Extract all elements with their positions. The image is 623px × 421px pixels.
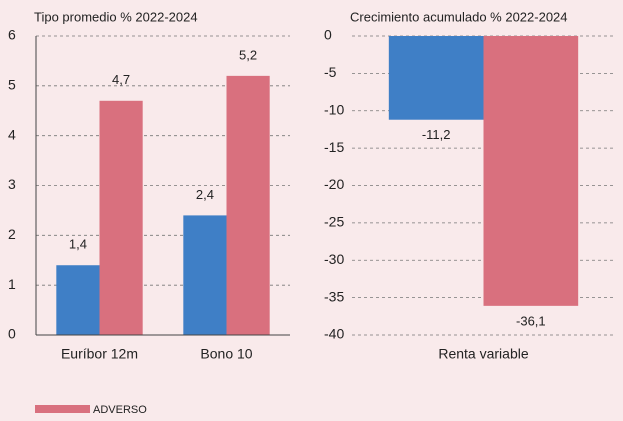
x-tick-label: Euríbor 12m	[61, 346, 138, 362]
y-tick-label: -15	[324, 139, 344, 155]
bar	[388, 36, 484, 120]
legend-label: ADVERSO	[93, 404, 147, 416]
y-tick-label: 1	[8, 276, 16, 292]
x-tick-label: Bono 10	[200, 346, 252, 362]
y-tick-label: -5	[324, 64, 337, 80]
bar	[99, 100, 143, 336]
y-tick-label: 5	[8, 77, 16, 93]
chart-title: Crecimiento acumulado % 2022-2024	[350, 9, 568, 24]
y-tick-label: 0	[324, 27, 332, 43]
data-label: 2,4	[196, 187, 214, 202]
y-tick-label: 6	[8, 27, 16, 43]
y-tick-label: 2	[8, 226, 16, 242]
data-label: -11,2	[422, 127, 451, 142]
y-tick-label: -25	[324, 214, 344, 230]
bar	[56, 265, 100, 335]
bar	[226, 75, 270, 335]
y-tick-label: 0	[8, 326, 16, 342]
y-tick-label: 3	[8, 176, 16, 192]
data-label: 1,4	[69, 237, 87, 252]
bar	[483, 36, 579, 306]
y-tick-label: -30	[324, 251, 344, 267]
data-label: 5,2	[239, 47, 257, 62]
y-tick-label: -20	[324, 176, 344, 192]
y-tick-label: -35	[324, 288, 344, 304]
bar	[183, 215, 227, 335]
x-tick-label: Renta variable	[438, 346, 528, 362]
data-label: 4,7	[112, 72, 130, 87]
legend-swatch	[35, 405, 90, 413]
y-tick-label: -10	[324, 101, 344, 117]
y-tick-label: 4	[8, 126, 16, 142]
data-label: -36,1	[516, 313, 546, 328]
y-tick-label: -40	[324, 326, 344, 342]
chart-title: Tipo promedio % 2022-2024	[34, 9, 198, 24]
